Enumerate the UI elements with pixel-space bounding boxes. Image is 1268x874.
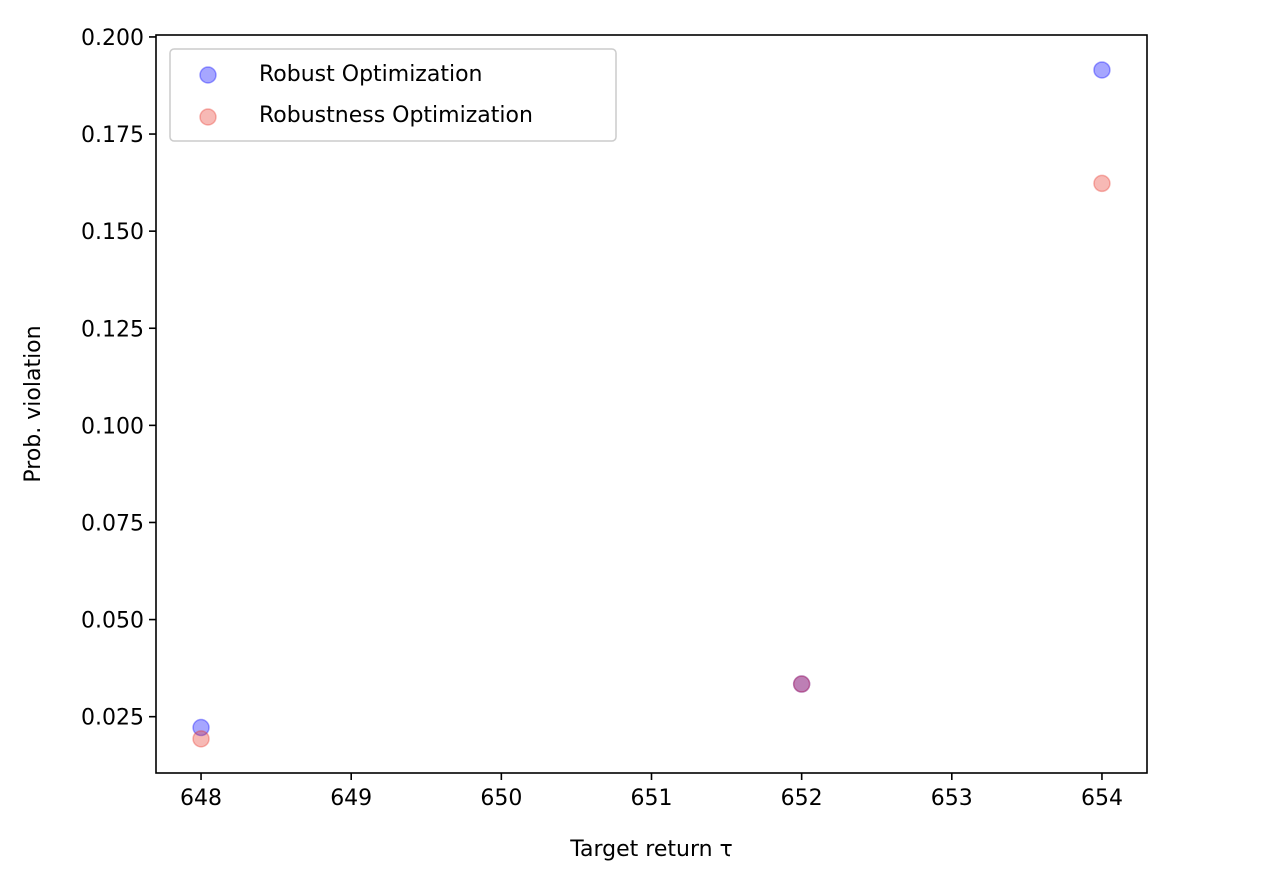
legend-frame — [169, 48, 617, 142]
y-axis-label: Prob. violation — [21, 325, 46, 482]
x-axis-label: Target return τ — [569, 837, 733, 862]
legend-label-robust-optimization: Robust Optimization — [259, 62, 482, 87]
data-point-robust-optimization — [192, 718, 210, 737]
y-axis: 0.025 0.050 0.075 0.100 0.125 0.150 0.175 0.200 — [81, 26, 156, 731]
y-tick-label: 0.200 — [81, 26, 144, 51]
data-point-robustness-optimization — [192, 730, 210, 748]
legend-label-robustness-optimization: Robustness Optimization — [259, 103, 533, 128]
y-tick-label: 0.100 — [81, 414, 144, 439]
x-tick-label: 650 — [480, 786, 522, 811]
y-tick-label: 0.175 — [81, 123, 144, 148]
legend-marker-robust-optimization — [199, 66, 217, 84]
data-point-robust-optimization — [792, 675, 811, 693]
x-tick-label: 648 — [180, 786, 222, 811]
x-tick-label: 653 — [931, 786, 973, 811]
x-tick-label: 652 — [781, 786, 823, 811]
data-point-robustness-optimization — [792, 675, 811, 693]
data-points — [192, 61, 1111, 748]
legend: Robust Optimization Robustness Optimizat… — [169, 48, 617, 142]
legend-marker-robustness-optimization — [199, 108, 217, 126]
y-tick-label: 0.075 — [81, 511, 144, 536]
x-tick-label: 654 — [1081, 786, 1123, 811]
plot-background — [156, 35, 1147, 773]
y-tick-label: 0.150 — [81, 220, 144, 245]
y-tick-label: 0.050 — [81, 609, 144, 634]
plot-frame — [155, 34, 1148, 774]
data-point-robust-optimization — [1093, 61, 1111, 79]
y-tick-label: 0.125 — [81, 317, 144, 342]
x-tick-label: 649 — [330, 786, 372, 811]
y-tick-label: 0.025 — [81, 706, 144, 731]
x-axis: 648 649 650 651 652 653 654 — [180, 773, 1123, 811]
x-tick-label: 651 — [631, 786, 673, 811]
data-point-robustness-optimization — [1093, 174, 1111, 193]
